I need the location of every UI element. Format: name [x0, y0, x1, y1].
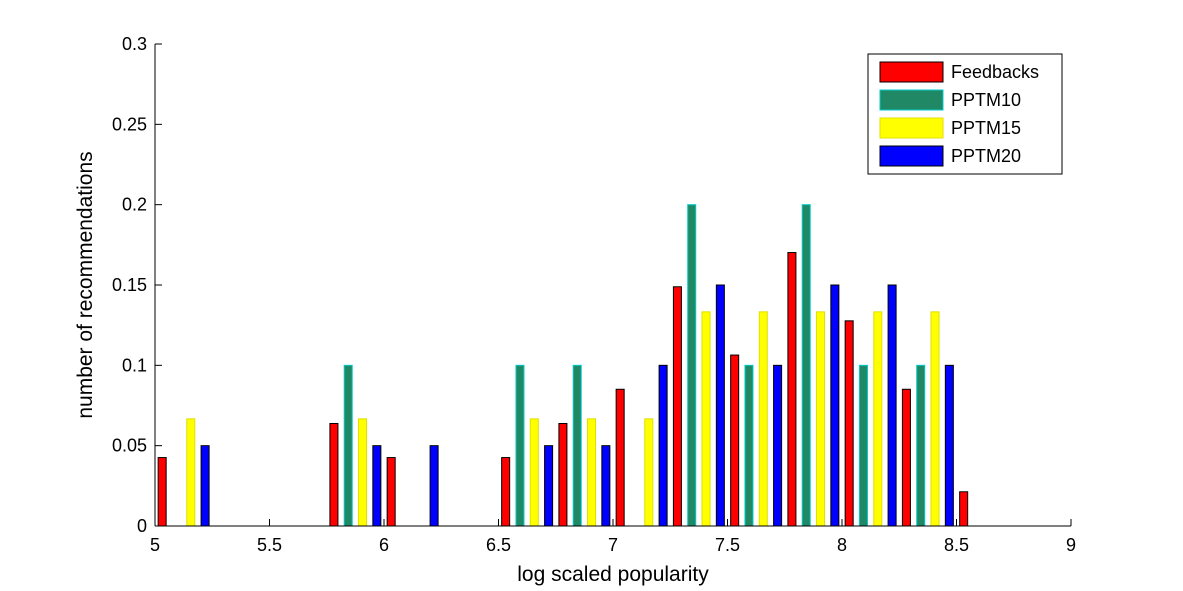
bar-feedbacks-10 [730, 354, 740, 527]
bar-feedbacks-12 [844, 320, 854, 527]
x-tick-label: 7 [608, 535, 618, 555]
legend-swatch-pptm15 [879, 117, 944, 139]
bar-pptm20-7 [601, 445, 611, 527]
x-tick-label: 6 [379, 535, 389, 555]
bar-pptm10-9 [687, 204, 697, 527]
bar-feedbacks-0 [157, 457, 167, 527]
bar-pptm10-10 [744, 364, 754, 527]
legend-swatch-feedbacks [879, 61, 944, 83]
bar-feedbacks-14 [959, 491, 969, 527]
x-tick-label: 5 [150, 535, 160, 555]
legend-label-pptm15: PPTM15 [951, 118, 1021, 138]
bar-pptm20-12 [887, 284, 897, 527]
legend-label-pptm20: PPTM20 [951, 146, 1021, 166]
bar-pptm10-13 [916, 364, 926, 527]
y-tick-label: 0.2 [122, 195, 147, 215]
bar-pptm15-11 [816, 311, 826, 527]
bar-pptm20-3 [372, 445, 382, 527]
axis-ticks: 5 5.5 6 6.5 7 7.5 8 8.5 9 0 0.05 0.1 0.15 0.2 0.25 0.3 [112, 34, 1076, 555]
bar-pptm20-4 [429, 445, 439, 527]
bar-pptm15-8 [644, 418, 654, 527]
legend-label-feedbacks: Feedbacks [951, 62, 1039, 82]
bar-pptm20-11 [830, 284, 840, 527]
legend-swatch-pptm10 [879, 89, 944, 111]
bar-feedbacks-8 [615, 388, 625, 527]
x-tick-label: 8 [837, 535, 847, 555]
bar-pptm15-9 [701, 311, 711, 527]
bar-group [157, 204, 969, 527]
bar-pptm10-7 [572, 364, 582, 527]
bar-pptm10-12 [858, 364, 868, 527]
y-tick-label: 0.15 [112, 275, 147, 295]
x-axis-label: log scaled popularity [517, 563, 709, 586]
bar-pptm15-10 [758, 311, 768, 527]
bar-pptm15-7 [587, 418, 597, 527]
bar-pptm20-13 [944, 364, 954, 527]
legend: Feedbacks PPTM10 PPTM15 PPTM20 [867, 53, 1063, 175]
bar-pptm20-9 [715, 284, 725, 527]
bar-pptm15-12 [873, 311, 883, 527]
bar-pptm10-6 [515, 364, 525, 527]
bar-feedbacks-7 [558, 422, 568, 527]
bar-pptm20-6 [544, 445, 554, 527]
bar-pptm15-6 [529, 418, 539, 527]
legend-swatch-pptm20 [879, 145, 944, 167]
x-tick-label: 9 [1066, 535, 1076, 555]
bar-pptm20-0 [200, 445, 210, 527]
y-tick-label: 0 [137, 516, 147, 536]
bar-feedbacks-3 [329, 422, 339, 527]
bar-pptm20-10 [773, 364, 783, 527]
bar-pptm10-3 [343, 364, 353, 527]
y-tick-label: 0.05 [112, 436, 147, 456]
bar-feedbacks-6 [501, 457, 511, 527]
y-axis-label: number of recommendations [74, 151, 97, 418]
bar-feedbacks-11 [787, 252, 797, 527]
legend-label-pptm10: PPTM10 [951, 90, 1021, 110]
bar-pptm15-3 [358, 418, 368, 527]
bar-pptm20-8 [658, 364, 668, 527]
x-tick-label: 8.5 [944, 535, 969, 555]
y-tick-label: 0.25 [112, 114, 147, 134]
y-tick-label: 0.3 [122, 34, 147, 54]
bar-pptm15-13 [930, 311, 940, 527]
bar-feedbacks-13 [901, 388, 911, 527]
x-tick-label: 7.5 [715, 535, 740, 555]
x-tick-label: 5.5 [257, 535, 282, 555]
x-tick-label: 6.5 [486, 535, 511, 555]
bar-feedbacks-9 [672, 286, 682, 527]
y-tick-label: 0.1 [122, 355, 147, 375]
bar-feedbacks-4 [386, 457, 396, 527]
bar-pptm10-11 [801, 204, 811, 527]
bar-pptm15-0 [186, 418, 196, 527]
